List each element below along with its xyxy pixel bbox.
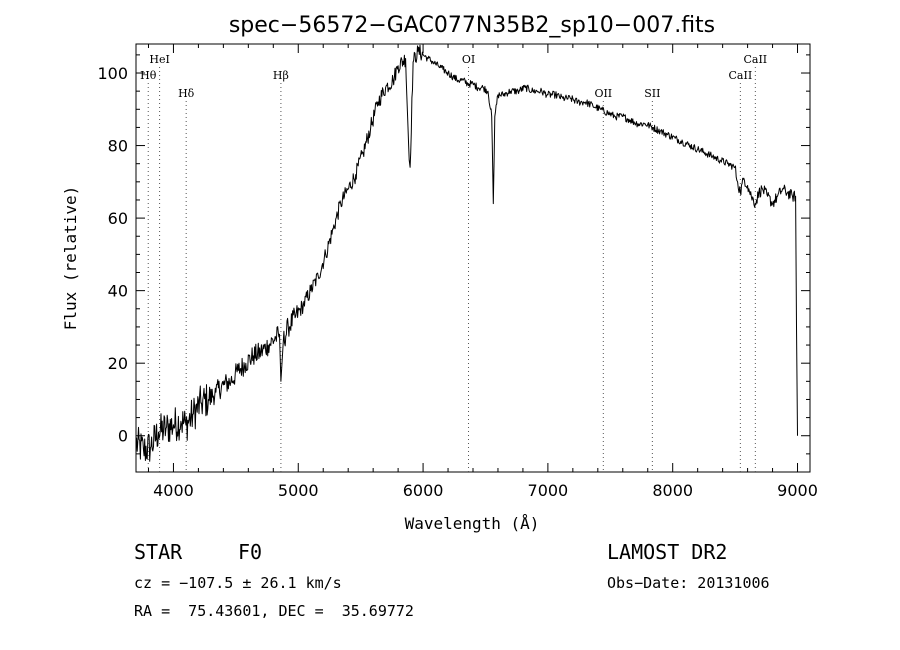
object-subclass: F0 [238,540,263,564]
line-annotation-label: CaII [743,53,767,66]
redshift-cz: cz = −107.5 ± 26.1 km/s [134,574,342,592]
line-annotation-label: Hδ [178,87,195,100]
line-annotation-label: CaII [729,69,753,82]
line-annotation-label: HeI [149,53,169,66]
y-tick-label: 100 [97,64,128,83]
y-axis-label: Flux (relative) [61,186,80,331]
y-tick-label: 80 [108,137,128,156]
line-annotation-label: Hβ [273,69,289,82]
y-tick-label: 60 [108,209,128,228]
y-tick-label: 20 [108,354,128,373]
x-tick-label: 9000 [777,481,818,500]
line-annotation-label: SII [644,87,660,100]
line-annotation-label: OI [462,53,475,66]
obs-date: Obs−Date: 20131006 [607,574,770,592]
coordinates: RA = 75.43601, DEC = 35.69772 [134,602,414,620]
x-axis-label: Wavelength (Å) [405,514,540,533]
spectrum-line [135,44,798,462]
x-tick-label: 7000 [528,481,569,500]
x-axis: 4000 5000 6000 7000 8000 9000 [147,44,818,500]
x-tick-label: 8000 [652,481,693,500]
x-tick-label: 4000 [153,481,194,500]
x-tick-label: 6000 [403,481,444,500]
line-annotation-label: OII [594,87,612,100]
survey-label: LAMOST DR2 [607,540,728,564]
x-tick-label: 5000 [278,481,319,500]
y-axis: 0 20 40 60 80 100 [97,54,810,473]
y-tick-label: 40 [108,282,128,301]
line-annotation-label: Hθ [140,69,157,82]
chart-title: spec−56572−GAC077N35B2_sp10−007.fits [229,13,715,38]
plot-frame [135,43,811,473]
series-layer [135,44,798,462]
spectral-line-annotations: Hθ HeI Hδ Hβ OI OII SII CaII CaII [140,53,767,472]
y-tick-label: 0 [118,427,128,446]
object-class: STAR [134,540,183,564]
